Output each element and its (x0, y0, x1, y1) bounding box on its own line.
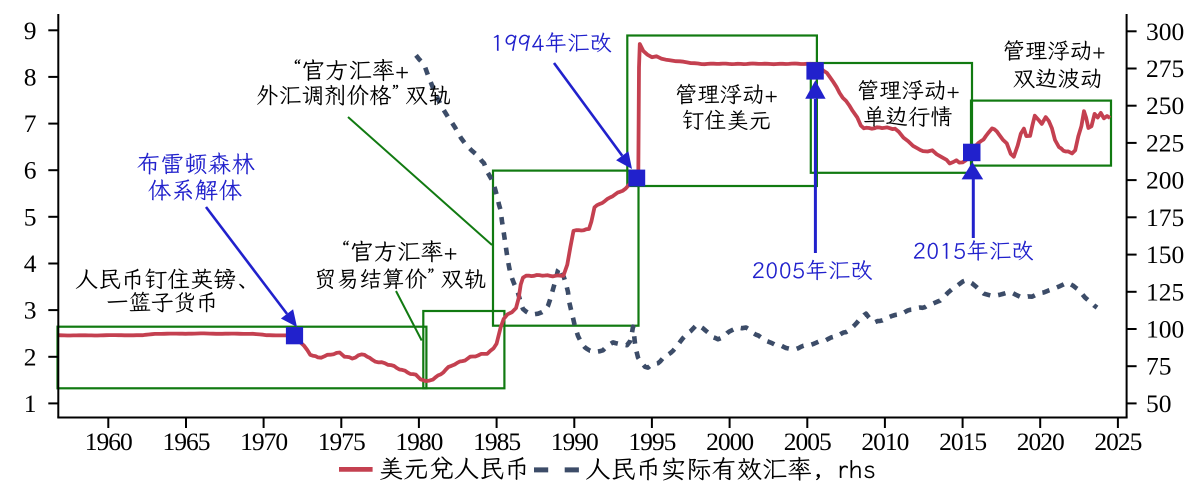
svg-text:3: 3 (24, 296, 37, 325)
svg-text:2005: 2005 (784, 427, 831, 456)
svg-text:1: 1 (24, 389, 37, 418)
svg-text:200: 200 (1146, 166, 1184, 195)
svg-text:7: 7 (24, 109, 37, 138)
svg-text:4: 4 (24, 249, 37, 278)
svg-text:2020: 2020 (1017, 427, 1064, 456)
svg-text:6: 6 (24, 156, 37, 185)
svg-text:275: 275 (1146, 54, 1184, 83)
svg-text:1975: 1975 (318, 427, 365, 456)
svg-text:5: 5 (24, 202, 37, 231)
svg-text:175: 175 (1146, 203, 1184, 232)
svg-text:2000: 2000 (706, 427, 753, 456)
svg-text:1990: 1990 (551, 427, 598, 456)
svg-text:8: 8 (24, 62, 37, 91)
svg-text:75: 75 (1146, 352, 1172, 381)
svg-text:1970: 1970 (240, 427, 287, 456)
svg-text:2: 2 (24, 342, 37, 371)
svg-text:225: 225 (1146, 128, 1184, 157)
svg-text:1995: 1995 (628, 427, 675, 456)
svg-text:9: 9 (24, 16, 37, 45)
svg-text:2010: 2010 (861, 427, 908, 456)
svg-text:125: 125 (1146, 277, 1184, 306)
svg-text:150: 150 (1146, 240, 1184, 269)
svg-text:1980: 1980 (395, 427, 442, 456)
svg-text:50: 50 (1146, 389, 1172, 418)
svg-text:2025: 2025 (1094, 427, 1141, 456)
svg-text:1965: 1965 (163, 427, 210, 456)
svg-text:1960: 1960 (85, 427, 132, 456)
svg-text:2015: 2015 (939, 427, 986, 456)
svg-text:100: 100 (1146, 315, 1184, 344)
svg-text:250: 250 (1146, 91, 1184, 120)
svg-text:300: 300 (1146, 17, 1184, 46)
svg-text:1985: 1985 (473, 427, 520, 456)
